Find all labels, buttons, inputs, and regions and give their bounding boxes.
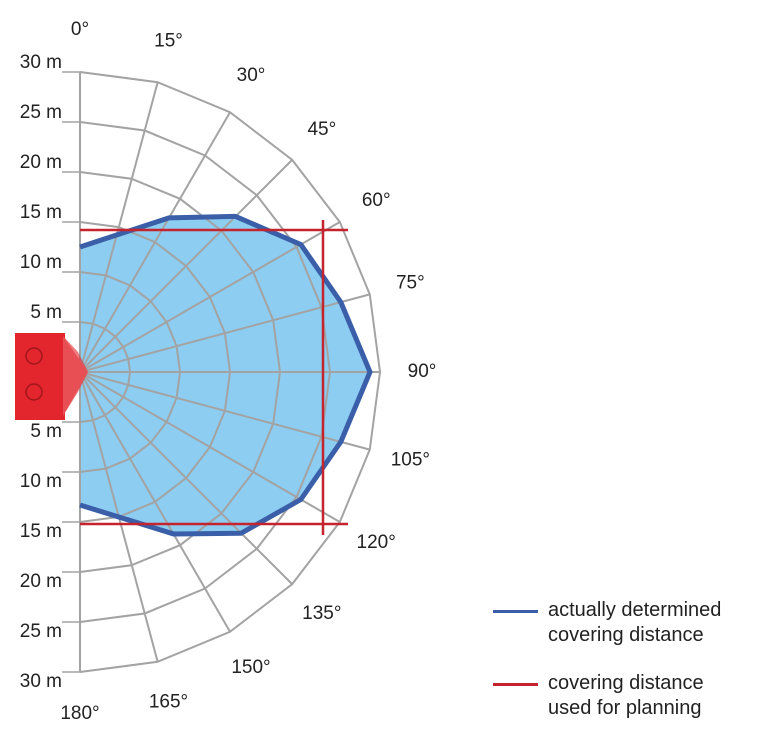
angle-tick-label: 90° bbox=[408, 361, 437, 382]
radial-tick-label: 30 m bbox=[20, 671, 62, 692]
angle-tick-label: 165° bbox=[149, 691, 188, 712]
sensor-icon bbox=[15, 333, 88, 420]
radial-tick-label: 20 m bbox=[20, 571, 62, 592]
angle-tick-label: 180° bbox=[60, 703, 99, 724]
radial-tick-label: 15 m bbox=[20, 521, 62, 542]
angle-tick-label: 150° bbox=[231, 657, 270, 678]
radial-tick-label: 10 m bbox=[20, 252, 62, 273]
angle-tick-label: 15° bbox=[154, 31, 183, 52]
angle-tick-label: 0° bbox=[71, 19, 89, 40]
angle-tick-label: 30° bbox=[237, 65, 266, 86]
radial-tick-label: 25 m bbox=[20, 621, 62, 642]
angle-tick-label: 120° bbox=[357, 532, 396, 553]
angle-tick-label: 60° bbox=[362, 190, 391, 211]
angle-tick-label: 135° bbox=[302, 603, 341, 624]
radial-tick-label: 10 m bbox=[20, 471, 62, 492]
legend-item: covering distance used for planning bbox=[493, 671, 733, 721]
radial-tick-label: 25 m bbox=[20, 102, 62, 123]
grid bbox=[62, 72, 380, 672]
radial-tick-label: 5 m bbox=[30, 302, 62, 323]
radial-tick-label: 15 m bbox=[20, 202, 62, 223]
page: 5 m 5 m 10 m 10 m 15 m 15 m 20 m 20 m 25 m 25 m 30… bbox=[0, 0, 774, 753]
legend-item: actually determined covering distance bbox=[493, 598, 733, 648]
angle-tick-label: 45° bbox=[307, 119, 336, 140]
angle-tick-label: 105° bbox=[391, 450, 430, 471]
coverage-area bbox=[80, 216, 370, 534]
legend-swatch bbox=[493, 610, 538, 613]
legend-label: covering distance used for planning bbox=[548, 671, 733, 721]
radial-tick-label: 20 m bbox=[20, 152, 62, 173]
angle-tick-label: 75° bbox=[396, 272, 425, 293]
legend-label: actually determined covering distance bbox=[548, 598, 733, 648]
legend-swatch bbox=[493, 683, 538, 686]
radial-tick-label: 30 m bbox=[20, 52, 62, 73]
radial-tick-label: 5 m bbox=[30, 421, 62, 442]
